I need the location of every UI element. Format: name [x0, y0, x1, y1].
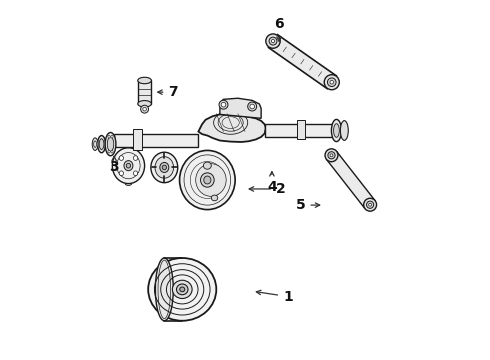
- Ellipse shape: [334, 124, 339, 137]
- Ellipse shape: [271, 40, 274, 43]
- Polygon shape: [296, 121, 304, 139]
- Ellipse shape: [138, 100, 151, 107]
- Ellipse shape: [162, 165, 167, 170]
- Ellipse shape: [111, 135, 113, 138]
- Ellipse shape: [108, 150, 110, 153]
- Polygon shape: [114, 134, 198, 147]
- Ellipse shape: [211, 195, 218, 201]
- Ellipse shape: [98, 135, 105, 153]
- Polygon shape: [133, 130, 142, 150]
- Ellipse shape: [160, 162, 169, 172]
- Polygon shape: [138, 81, 151, 104]
- Ellipse shape: [324, 75, 339, 90]
- Ellipse shape: [92, 138, 98, 150]
- Ellipse shape: [180, 287, 185, 292]
- Ellipse shape: [250, 104, 254, 109]
- Ellipse shape: [143, 107, 147, 111]
- Ellipse shape: [328, 152, 335, 159]
- Text: 6: 6: [274, 17, 284, 41]
- Polygon shape: [265, 124, 335, 137]
- Ellipse shape: [105, 132, 116, 156]
- Ellipse shape: [247, 102, 257, 111]
- Text: 7: 7: [158, 85, 178, 99]
- Ellipse shape: [330, 154, 333, 157]
- Text: 5: 5: [295, 198, 319, 212]
- Ellipse shape: [219, 100, 228, 109]
- Ellipse shape: [111, 150, 113, 153]
- Ellipse shape: [133, 156, 138, 160]
- Ellipse shape: [176, 284, 188, 295]
- Ellipse shape: [155, 157, 173, 178]
- Ellipse shape: [107, 137, 114, 151]
- Ellipse shape: [331, 120, 342, 141]
- Ellipse shape: [367, 201, 374, 208]
- Polygon shape: [269, 35, 336, 89]
- Polygon shape: [220, 98, 261, 118]
- Ellipse shape: [364, 198, 376, 211]
- Polygon shape: [198, 114, 266, 142]
- Ellipse shape: [119, 171, 123, 176]
- Ellipse shape: [172, 280, 192, 298]
- Ellipse shape: [203, 162, 211, 169]
- Text: 4: 4: [267, 172, 277, 194]
- Ellipse shape: [99, 139, 104, 149]
- Ellipse shape: [108, 135, 110, 138]
- Ellipse shape: [196, 164, 226, 196]
- Ellipse shape: [327, 78, 336, 86]
- Ellipse shape: [138, 77, 151, 84]
- Text: 3: 3: [109, 156, 119, 175]
- Ellipse shape: [341, 121, 348, 140]
- Ellipse shape: [112, 148, 145, 184]
- Ellipse shape: [179, 150, 235, 210]
- Ellipse shape: [133, 171, 138, 176]
- Ellipse shape: [204, 176, 211, 184]
- Text: 2: 2: [249, 182, 286, 196]
- Ellipse shape: [151, 152, 178, 183]
- Ellipse shape: [124, 161, 133, 171]
- Text: 1: 1: [256, 289, 293, 303]
- Ellipse shape: [119, 156, 123, 160]
- Ellipse shape: [330, 80, 334, 84]
- Ellipse shape: [155, 258, 173, 321]
- Ellipse shape: [325, 149, 338, 162]
- Ellipse shape: [200, 173, 214, 187]
- Polygon shape: [326, 151, 375, 209]
- Ellipse shape: [266, 34, 280, 48]
- Ellipse shape: [148, 258, 216, 321]
- Ellipse shape: [141, 105, 148, 113]
- Ellipse shape: [368, 203, 371, 206]
- Ellipse shape: [221, 102, 226, 107]
- Ellipse shape: [126, 163, 131, 168]
- Ellipse shape: [269, 37, 277, 45]
